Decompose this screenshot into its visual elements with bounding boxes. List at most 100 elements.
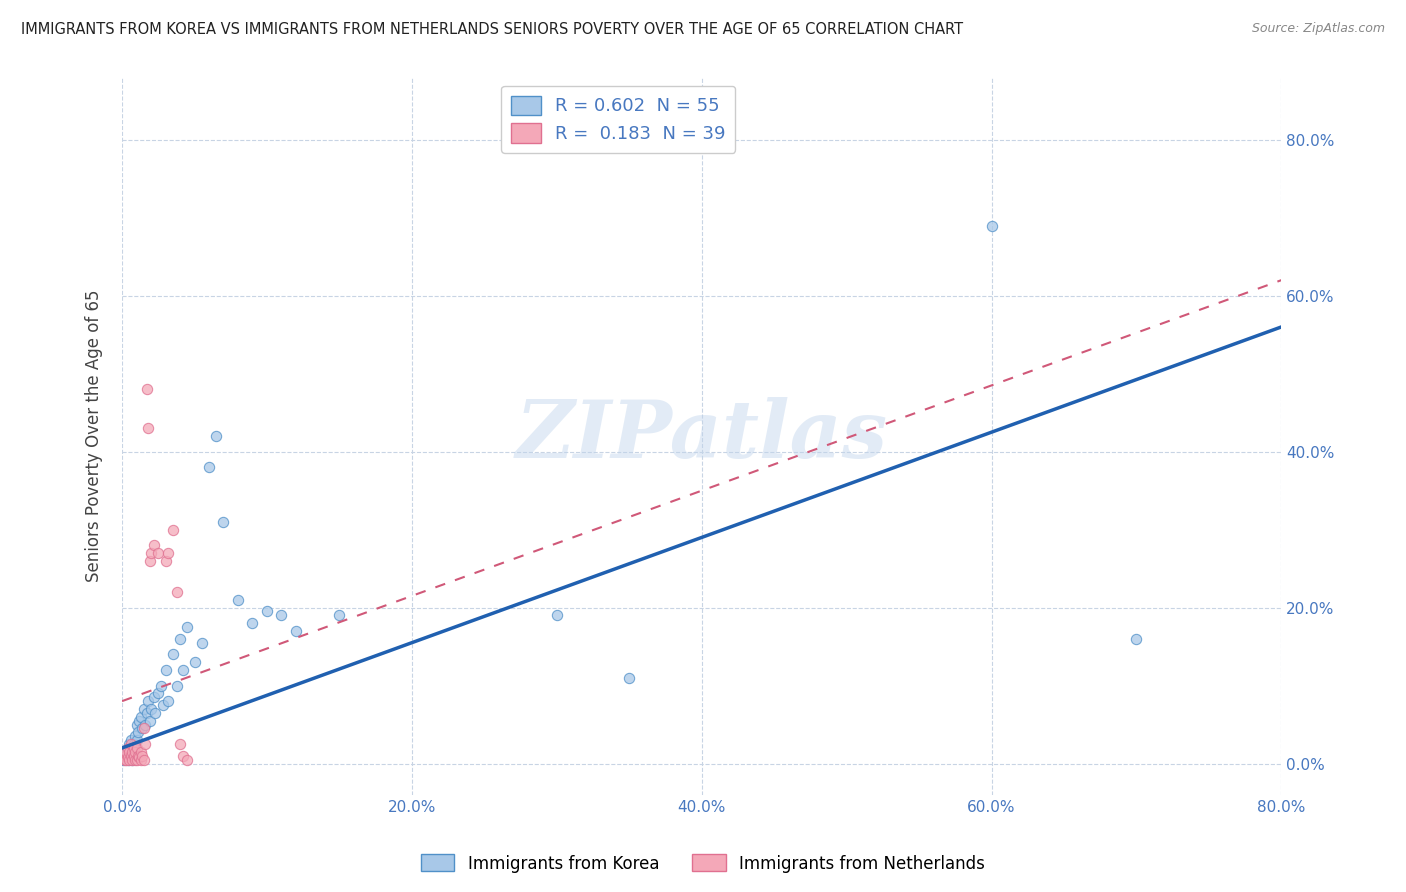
Point (114, 750, 136, 764)
Point (129, 710, 152, 724)
Point (162, 648, 184, 662)
Point (124, 745, 146, 759)
Point (139, 702, 162, 716)
Point (121, 740, 143, 755)
Point (129, 745, 152, 759)
Point (198, 460, 221, 475)
Point (121, 745, 143, 759)
Point (150, 679, 173, 693)
Point (172, 663, 194, 677)
Point (270, 608, 292, 623)
Point (176, 753, 198, 767)
Point (125, 733, 148, 747)
Point (124, 745, 146, 759)
Point (115, 753, 138, 767)
Point (226, 592, 249, 607)
Point (120, 733, 142, 747)
Point (155, 554, 177, 568)
Point (256, 605, 278, 619)
Point (142, 690, 165, 705)
Point (132, 753, 155, 767)
Point (125, 740, 148, 755)
Point (114, 748, 136, 763)
Point (190, 635, 212, 649)
Point (139, 546, 162, 560)
Point (125, 753, 148, 767)
Point (284, 624, 307, 638)
Point (242, 616, 264, 631)
Legend: Immigrants from Korea, Immigrants from Netherlands: Immigrants from Korea, Immigrants from N… (415, 847, 991, 880)
Y-axis label: Seniors Poverty Over the Age of 65: Seniors Poverty Over the Age of 65 (86, 290, 103, 582)
Point (128, 750, 150, 764)
Point (122, 740, 145, 755)
Point (131, 748, 153, 763)
Point (157, 694, 180, 708)
Point (183, 655, 205, 669)
Point (118, 737, 141, 751)
Point (135, 382, 157, 396)
Point (328, 608, 350, 623)
Point (118, 753, 141, 767)
Point (115, 745, 138, 759)
Point (166, 679, 188, 693)
Point (134, 737, 156, 751)
Point (980, 219, 1002, 233)
Point (138, 714, 160, 728)
Point (117, 740, 139, 755)
Point (120, 745, 142, 759)
Point (136, 421, 159, 435)
Text: Source: ZipAtlas.com: Source: ZipAtlas.com (1251, 22, 1385, 36)
Point (122, 748, 145, 763)
Point (115, 748, 138, 763)
Point (169, 632, 191, 646)
Point (132, 702, 155, 716)
Point (118, 745, 141, 759)
Legend: R = 0.602  N = 55, R =  0.183  N = 39: R = 0.602 N = 55, R = 0.183 N = 39 (502, 86, 735, 153)
Point (546, 608, 568, 623)
Point (128, 714, 150, 728)
Point (132, 722, 155, 736)
Point (135, 706, 157, 720)
Point (120, 748, 142, 763)
Point (122, 737, 145, 751)
Point (118, 748, 141, 763)
Point (115, 745, 138, 759)
Point (172, 748, 194, 763)
Point (129, 753, 152, 767)
Point (117, 753, 139, 767)
Point (212, 515, 235, 529)
Point (125, 717, 148, 731)
Point (1125, 632, 1147, 646)
Point (148, 546, 170, 560)
Point (127, 725, 149, 739)
Point (166, 585, 188, 599)
Point (127, 748, 149, 763)
Point (134, 717, 156, 731)
Point (155, 663, 177, 677)
Point (162, 523, 184, 537)
Point (148, 686, 170, 700)
Point (138, 554, 160, 568)
Point (120, 737, 142, 751)
Point (117, 740, 139, 755)
Text: IMMIGRANTS FROM KOREA VS IMMIGRANTS FROM NETHERLANDS SENIORS POVERTY OVER THE AG: IMMIGRANTS FROM KOREA VS IMMIGRANTS FROM… (21, 22, 963, 37)
Point (205, 429, 228, 443)
Point (124, 729, 146, 743)
Point (124, 753, 146, 767)
Point (112, 753, 135, 767)
Point (117, 750, 139, 764)
Point (114, 753, 136, 767)
Point (131, 722, 153, 736)
Point (152, 698, 174, 712)
Point (145, 706, 167, 720)
Text: ZIPatlas: ZIPatlas (516, 397, 887, 475)
Point (619, 671, 641, 685)
Point (121, 753, 143, 767)
Point (157, 546, 180, 560)
Point (122, 748, 145, 763)
Point (176, 620, 198, 634)
Point (121, 753, 143, 767)
Point (169, 737, 191, 751)
Point (142, 538, 165, 552)
Point (136, 694, 159, 708)
